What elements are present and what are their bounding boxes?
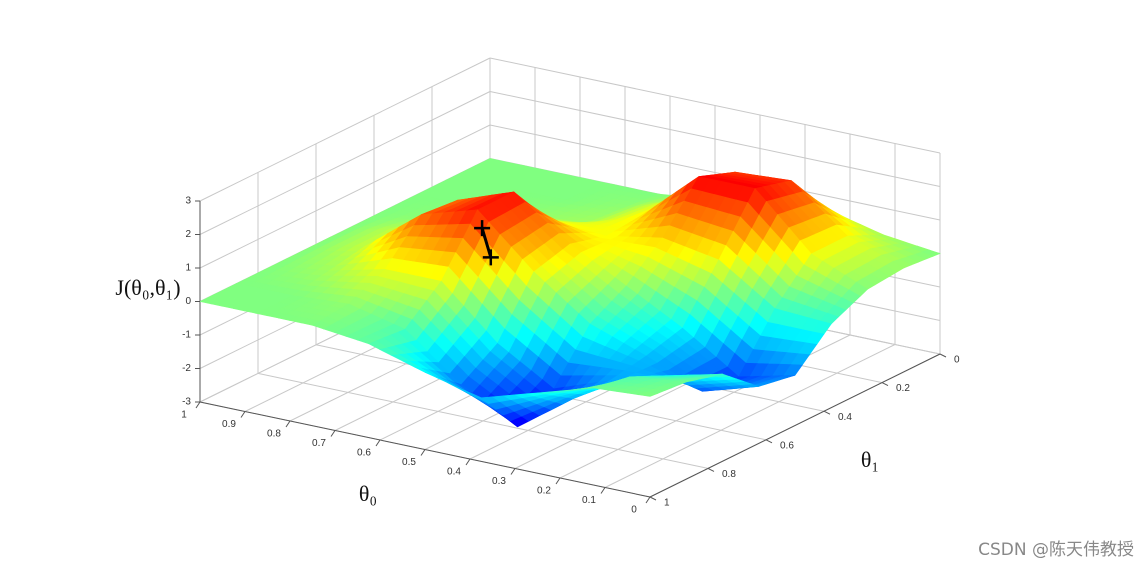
tick-mark <box>420 449 426 456</box>
y-tick-label: 0.6 <box>780 440 794 451</box>
tick-mark <box>285 420 291 428</box>
tick-mark <box>195 401 201 409</box>
grid-line <box>199 57 491 202</box>
tick-mark <box>823 410 831 415</box>
z-tick-label: 0 <box>185 296 191 307</box>
tick-mark <box>510 468 516 475</box>
overlay: -3 -2 -1 0 1 2 3 0 0.1 0.2 0.3 0.4 0.5 0.6 0.7 0.8 0.9 1 0… <box>181 196 960 516</box>
y-tick-label: 0 <box>954 355 960 366</box>
axis-line <box>649 353 941 498</box>
tick-mark <box>765 439 773 444</box>
x-tick-label: 0.8 <box>267 429 281 440</box>
tick-mark <box>555 477 561 485</box>
x-tick-label: 0.3 <box>492 476 506 487</box>
x-tick-label: 0.7 <box>312 438 326 449</box>
z-tick-label: 3 <box>185 196 191 207</box>
grid-line <box>199 124 491 269</box>
z-tick-label: 1 <box>185 263 191 274</box>
y-tick-label: 0.8 <box>722 469 736 480</box>
x-tick-label: 0.4 <box>447 467 461 478</box>
tick-mark <box>881 382 889 387</box>
tick-mark <box>465 458 471 466</box>
x-tick-label: 0.2 <box>537 486 551 497</box>
y-tick-label: 0.4 <box>838 412 852 423</box>
watermark: CSDN @陈天伟教授 <box>978 540 1134 560</box>
tick-mark <box>600 487 606 494</box>
x-tick-label: 0.1 <box>582 495 596 506</box>
z-tick-label: -3 <box>182 397 191 408</box>
y-tick-label: 0.2 <box>896 383 910 394</box>
grid-line <box>199 91 491 235</box>
y-tick-label: 1 <box>664 498 670 509</box>
grid-line <box>257 372 709 469</box>
z-tick-label: 2 <box>185 229 191 240</box>
tick-mark <box>645 496 651 504</box>
tick-mark <box>939 353 947 358</box>
surface <box>199 158 941 428</box>
z-tick-label: -2 <box>182 363 191 374</box>
marker <box>482 249 499 266</box>
x-tick-label: 0.5 <box>402 457 416 468</box>
marker-path <box>480 227 493 258</box>
x-tick-label: 0 <box>631 505 637 516</box>
tick-mark <box>649 496 657 501</box>
surface-patch <box>637 391 659 397</box>
x-tick-label: 1 <box>181 410 187 421</box>
x-tick-label: 0.6 <box>357 448 371 459</box>
tick-mark <box>707 467 715 472</box>
tick-mark <box>375 439 381 447</box>
tick-mark <box>330 430 336 437</box>
tick-mark <box>240 411 246 418</box>
z-axis-label: J(θ₀,θ₁) <box>115 275 180 300</box>
x-axis-label: θ₀ <box>359 481 377 506</box>
marker <box>474 220 491 237</box>
x-tick-label: 0.9 <box>222 419 236 430</box>
y-axis-label: θ₁ <box>861 447 879 472</box>
grid-line <box>604 344 896 488</box>
z-tick-label: -1 <box>182 330 191 341</box>
